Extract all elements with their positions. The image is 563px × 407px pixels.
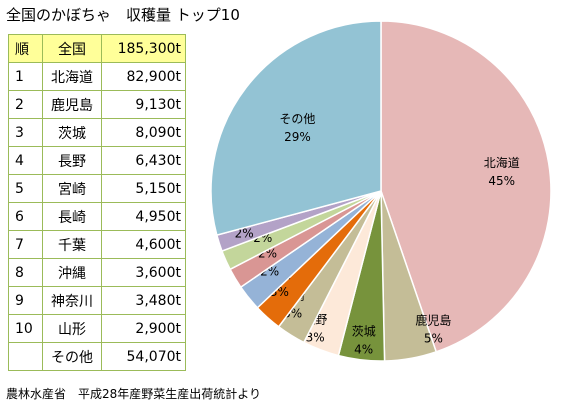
source-note: 農林水産省 平成28年産野菜生産出荷統計より	[6, 387, 262, 401]
slice-label-percent: 45%	[488, 174, 515, 188]
row-rank: 10	[8, 314, 43, 343]
table-row: 2 鹿児島 9,130t	[8, 90, 186, 119]
table-row: 7 千葉 4,600t	[8, 230, 186, 259]
pie-slice-0	[380, 20, 552, 353]
slice-label-name: 北海道	[484, 155, 520, 170]
row-name: 茨城	[42, 118, 102, 147]
slice-label-percent: 2%	[235, 226, 254, 240]
page-title: 全国のかぼちゃ 収穫量 トップ10	[6, 6, 240, 24]
row-value: 9,130t	[101, 90, 186, 119]
row-value: 5,150t	[101, 174, 186, 203]
header-value: 185,300t	[101, 34, 186, 63]
table-row-other: その他 54,070t	[8, 342, 186, 371]
table-row: 1 北海道 82,900t	[8, 62, 186, 91]
slice-label-percent: 3%	[306, 331, 325, 345]
table-row: 3 茨城 8,090t	[8, 118, 186, 147]
slice-label-percent: 4%	[354, 343, 373, 357]
row-value: 4,600t	[101, 230, 186, 259]
slice-label-name: その他	[279, 112, 315, 126]
slice-label-percent: 5%	[424, 331, 443, 345]
table-row: 8 沖縄 3,600t	[8, 258, 186, 287]
row-name: 神奈川	[42, 286, 102, 315]
slice-label-name: 鹿児島	[415, 312, 451, 327]
row-value: 6,430t	[101, 146, 186, 175]
table-header-row: 順 全国 185,300t	[8, 34, 186, 63]
header-name: 全国	[42, 34, 102, 63]
row-name: その他	[42, 342, 102, 371]
slice-label-percent: 29%	[284, 130, 311, 144]
row-name: 長崎	[42, 202, 102, 231]
row-name: 北海道	[42, 62, 102, 91]
row-value: 3,600t	[101, 258, 186, 287]
row-value: 8,090t	[101, 118, 186, 147]
table-row: 10 山形 2,900t	[8, 314, 186, 343]
slice-label-name: 茨城	[352, 325, 376, 339]
table-row: 5 宮崎 5,150t	[8, 174, 186, 203]
table-row: 9 神奈川 3,480t	[8, 286, 186, 315]
row-value: 82,900t	[101, 62, 186, 91]
ranking-table: 順 全国 185,300t 1 北海道 82,900t 2 鹿児島 9,130t 3 茨城…	[8, 34, 186, 371]
row-value: 54,070t	[101, 342, 186, 371]
row-value: 3,480t	[101, 286, 186, 315]
row-rank: 9	[8, 286, 43, 315]
pie-slice-10	[210, 20, 382, 237]
row-rank: 3	[8, 118, 43, 147]
row-name: 沖縄	[42, 258, 102, 287]
